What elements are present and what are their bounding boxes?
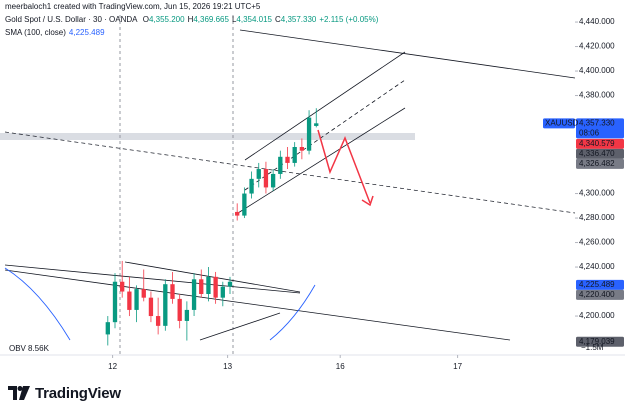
price-badge — [576, 289, 624, 300]
arrow-head — [361, 195, 374, 207]
y-tick-label: 4,420.000 — [579, 42, 615, 51]
candle-body — [235, 211, 240, 216]
sma-line-label: SMA (100, close) 4,225.489 — [5, 28, 108, 37]
y-tick-label: 4,280.000 — [579, 213, 615, 222]
price-badge-label: 4,357.330 — [579, 118, 615, 127]
candle-body — [220, 286, 225, 298]
candle-body — [120, 281, 125, 292]
candle-body — [127, 291, 132, 310]
zone — [0, 133, 415, 140]
candle-body — [148, 297, 154, 317]
x-tick-label: 17 — [453, 362, 462, 371]
candle-body — [299, 146, 305, 151]
candle-body — [112, 281, 118, 323]
ohlc-key: L — [231, 15, 237, 24]
candle-body — [242, 193, 247, 216]
author-line: meerbaloch1 created with TradingView.com… — [5, 2, 261, 11]
sma-line — [4, 267, 71, 341]
ohlc-key: C — [274, 15, 281, 24]
trend-line — [199, 312, 281, 341]
price-badge-label: 4,225.489 — [579, 280, 615, 289]
ohlc-value: 4,355.200 — [148, 15, 185, 24]
candle-body — [292, 146, 297, 163]
sma-value: 4,225.489 — [68, 28, 105, 37]
change: +2.115 (+0.05%) — [319, 15, 379, 24]
candle-body — [199, 279, 204, 294]
y-tick-label: 4,300.000 — [579, 189, 615, 198]
y-tick-label: 4,380.000 — [579, 91, 615, 100]
symbol-tag-bg — [543, 118, 575, 129]
ohlc-value: 4,369.665 — [193, 15, 229, 24]
symbol-tag: XAUUSD — [545, 118, 579, 127]
candle-body — [134, 289, 139, 310]
candle-body — [227, 281, 233, 287]
obv-name: OBV — [9, 344, 27, 353]
channel-line — [244, 79, 406, 191]
candle-body — [249, 178, 254, 194]
price-badge-label: 4,340.579 — [579, 139, 615, 148]
price-badge — [576, 148, 624, 159]
sma-line — [269, 284, 316, 341]
ohlc-key: H — [187, 15, 194, 24]
candle-body — [306, 117, 312, 151]
candle-body — [191, 279, 197, 310]
candle-body — [314, 123, 319, 126]
countdown: 08:06 — [579, 128, 600, 137]
channel-line — [244, 51, 406, 161]
candle-body — [163, 284, 168, 326]
candle-body — [206, 276, 211, 294]
y-tick-label: 4,400.000 — [579, 66, 615, 75]
price-badge — [576, 138, 624, 149]
candle-body — [263, 169, 269, 188]
price-badge-label: 4,220.400 — [579, 290, 615, 299]
obv-axis-label: −1.5M — [581, 343, 604, 352]
trend-line — [4, 264, 301, 294]
price-badge — [576, 279, 624, 290]
x-tick-label: 12 — [108, 362, 117, 371]
trend-line — [4, 269, 511, 341]
trend-line — [4, 131, 576, 214]
candle-body — [141, 289, 146, 298]
candle-body — [270, 173, 276, 188]
trend-line — [239, 29, 576, 79]
x-tick-label: 13 — [223, 362, 232, 371]
candle-body — [105, 322, 110, 335]
candle-body — [256, 169, 261, 179]
y-tick-label: 4,440.000 — [579, 17, 615, 26]
price-badge — [576, 158, 624, 169]
candle-body — [170, 284, 175, 299]
candle-body — [155, 316, 161, 326]
logo-icon — [8, 386, 30, 400]
candle-body — [278, 156, 283, 174]
y-tick-label: 4,260.000 — [579, 238, 615, 247]
price-axis — [575, 0, 625, 375]
obv-value: 8.56K — [28, 344, 50, 353]
price-badge — [576, 118, 624, 139]
price-badge — [576, 336, 624, 347]
brand: TradingView — [35, 384, 121, 402]
y-tick-label: 4,240.000 — [579, 262, 615, 271]
symbol-line: Gold Spot / U.S. Dollar · 30 · OANDA O4,… — [5, 15, 381, 24]
price-badge-label: 4,336.470 — [579, 149, 615, 158]
price-badge-label: 4,179.039 — [579, 337, 615, 346]
price-badge-label: 4,326.482 — [579, 159, 615, 168]
candle-body — [213, 276, 218, 298]
projection-arrow — [317, 129, 371, 204]
x-tick-label: 16 — [336, 362, 345, 371]
candle-body — [184, 309, 190, 321]
footer: TradingView — [8, 383, 121, 403]
ohlc-value: 4,354.015 — [236, 15, 272, 24]
candle-body — [285, 156, 290, 163]
candle-body — [177, 298, 182, 321]
ohlc-value: 4,357.330 — [280, 15, 317, 24]
sma-label: SMA (100, close) — [5, 28, 66, 37]
ohlc-key: O — [142, 15, 149, 24]
symbol: Gold Spot / U.S. Dollar · 30 · OANDA — [5, 15, 138, 24]
y-tick-label: 4,200.000 — [579, 311, 615, 320]
trend-line — [124, 261, 301, 293]
channel-line — [237, 107, 406, 214]
